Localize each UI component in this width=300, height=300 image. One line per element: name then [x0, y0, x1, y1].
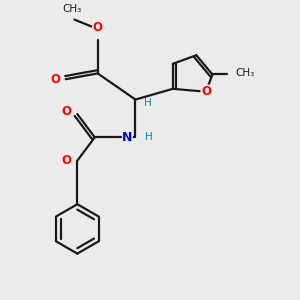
- Text: N: N: [122, 131, 133, 144]
- Text: O: O: [93, 21, 103, 34]
- Text: H: H: [145, 132, 152, 142]
- Text: O: O: [50, 73, 61, 86]
- Text: CH₃: CH₃: [62, 4, 81, 14]
- Text: O: O: [61, 105, 71, 118]
- Text: CH₃: CH₃: [235, 68, 254, 78]
- Text: O: O: [61, 154, 71, 167]
- Text: O: O: [201, 85, 211, 98]
- Text: H: H: [144, 98, 152, 108]
